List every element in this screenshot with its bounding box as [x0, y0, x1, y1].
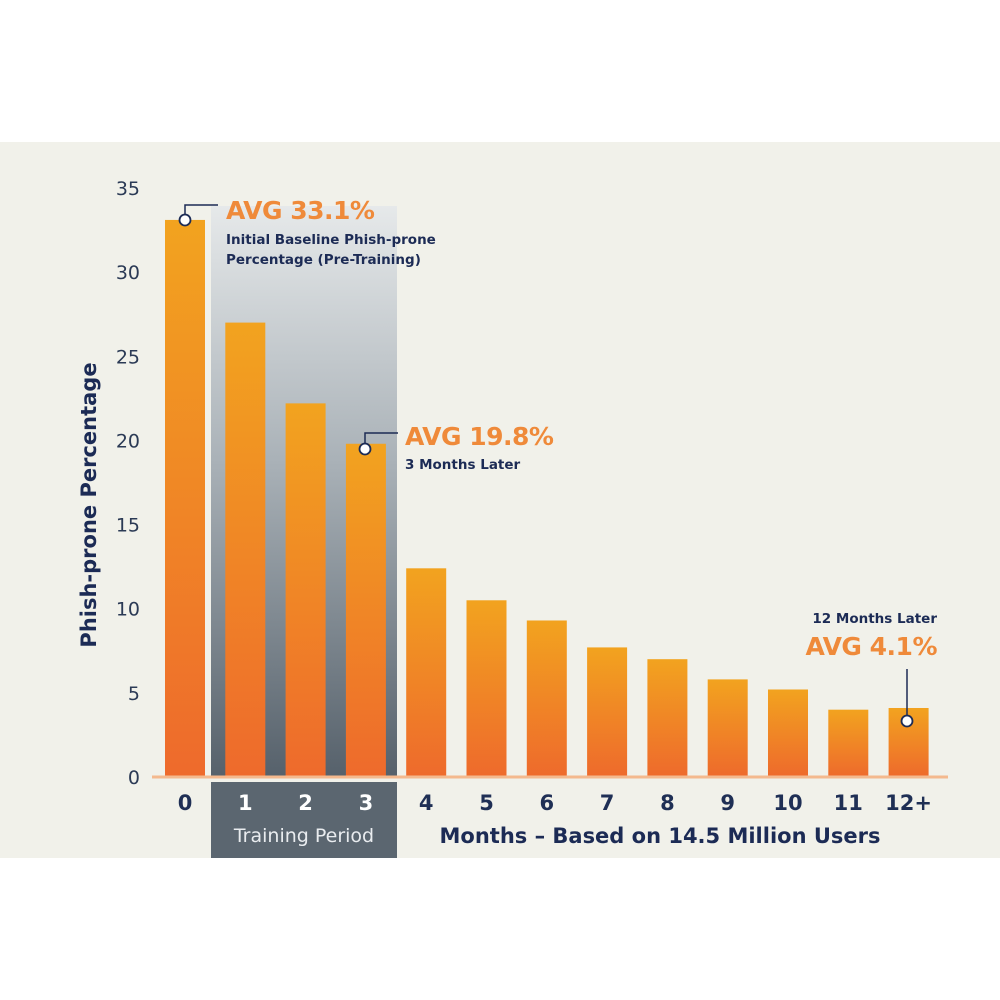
bar-month-9 [707, 679, 748, 777]
y-tick-label: 20 [116, 430, 140, 452]
bar-month-1 [225, 322, 266, 777]
x-axis-ticks: 0 1 2 3 4 5 6 7 8 9 10 11 12+ [178, 791, 932, 815]
x-tick-label: 2 [298, 791, 313, 815]
bar-month-11 [828, 709, 869, 777]
x-tick-label: 12+ [885, 791, 932, 815]
bars [165, 219, 929, 777]
bar-month-7 [587, 647, 628, 777]
x-tick-label: 0 [178, 791, 193, 815]
bar-month-10 [768, 689, 808, 777]
callout-3-months: AVG 19.8% 3 Months Later [358, 422, 554, 473]
x-tick-label: 9 [720, 791, 735, 815]
bar-month-0 [165, 219, 205, 777]
training-period-label: Training Period [233, 825, 374, 847]
callout-baseline: AVG 33.1% Initial Baseline Phish-prone P… [178, 196, 436, 268]
callout-headline: AVG 33.1% [226, 196, 375, 225]
bar-month-8 [647, 659, 688, 777]
x-tick-label: 4 [419, 791, 434, 815]
x-tick-label: 6 [539, 791, 554, 815]
bar-month-4 [406, 568, 447, 777]
y-axis-ticks: 0 5 10 15 20 25 30 35 [116, 178, 140, 789]
callout-12-months: 12 Months Later AVG 4.1% [805, 611, 938, 728]
y-tick-label: 30 [116, 262, 140, 284]
x-tick-label: 10 [773, 791, 802, 815]
callout-detail: 3 Months Later [405, 457, 521, 473]
callout-headline: AVG 4.1% [805, 632, 937, 661]
bar-month-3 [345, 443, 386, 777]
y-tick-label: 15 [116, 515, 140, 537]
x-axis-label: Months – Based on 14.5 Million Users [440, 824, 881, 848]
callout-detail: Percentage (Pre-Training) [226, 252, 421, 268]
y-tick-label: 0 [128, 767, 140, 789]
x-tick-label: 8 [660, 791, 675, 815]
y-tick-label: 5 [128, 683, 140, 705]
y-axis-label: Phish-prone Percentage [77, 362, 101, 647]
callout-detail: Initial Baseline Phish-prone [226, 232, 436, 248]
y-tick-label: 10 [116, 599, 140, 621]
x-tick-label: 7 [600, 791, 615, 815]
callout-headline: AVG 19.8% [405, 422, 554, 451]
callout-marker [358, 442, 372, 456]
bar-month-5 [466, 600, 507, 777]
callout-detail: 12 Months Later [812, 611, 937, 627]
training-period-label-box [211, 782, 397, 858]
x-tick-label: 1 [238, 791, 253, 815]
x-tick-label: 11 [834, 791, 863, 815]
bar-month-6 [526, 620, 567, 777]
x-tick-label: 3 [359, 791, 374, 815]
y-tick-label: 35 [116, 178, 140, 200]
callout-marker [900, 714, 914, 728]
y-tick-label: 25 [116, 346, 140, 368]
x-tick-label: 5 [479, 791, 494, 815]
bar-month-2 [285, 403, 326, 777]
callout-marker [178, 213, 192, 227]
